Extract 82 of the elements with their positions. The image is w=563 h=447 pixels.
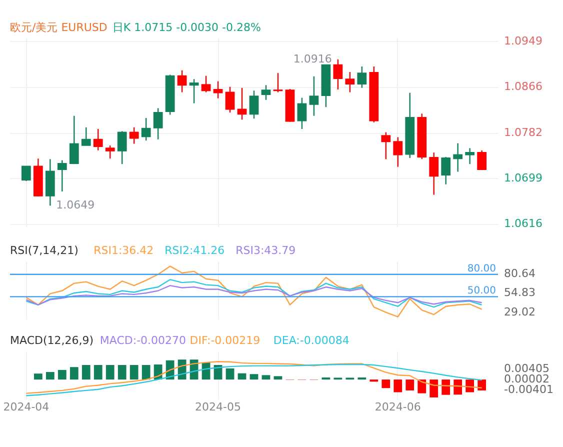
text: RSI3:43.79: [236, 244, 296, 257]
x-tick-label: 2024-04: [3, 400, 50, 414]
bar: [322, 377, 330, 380]
candlestick: [477, 150, 487, 171]
y-tick-label: 54.83: [504, 286, 536, 300]
text: RSI2:41.26: [164, 244, 225, 257]
series-label: DIF:-0.00219: [190, 334, 260, 347]
bar: [70, 367, 78, 380]
candlestick: [249, 90, 259, 120]
bar: [250, 374, 258, 380]
y-tick-label: 1.0699: [504, 171, 542, 184]
y-tick-label: -0.00401: [504, 382, 554, 396]
candlestick: [297, 97, 307, 130]
bar: [418, 380, 426, 394]
y-tick-label: 1.0866: [504, 80, 542, 93]
bar: [58, 370, 66, 380]
candlestick: [237, 87, 247, 120]
candlestick: [93, 128, 103, 151]
candlestick: [441, 156, 451, 185]
y-tick-label: 1.0782: [504, 126, 542, 139]
y-tick-label: 29.02: [504, 305, 536, 318]
candlestick: [225, 86, 235, 114]
bar: [238, 373, 246, 380]
chart-subtitle: 日K 1.0715 -0.0030 -0.28%: [112, 21, 261, 34]
series-label: DEA:-0.00084: [273, 334, 350, 347]
bar: [394, 380, 402, 392]
bar: [118, 365, 126, 380]
bar: [82, 365, 90, 380]
bar: [46, 372, 54, 380]
candlestick: [153, 108, 163, 140]
bar: [106, 365, 114, 380]
candlestick: [393, 136, 403, 168]
candlestick: [129, 126, 139, 144]
chart-title: RSI(7,14,21): [10, 244, 78, 257]
chart-title: MACD(12,26,9): [10, 334, 94, 347]
y-tick-label: 1.0949: [504, 34, 542, 48]
bar: [406, 380, 414, 390]
y-tick-label: 80.64: [504, 266, 536, 280]
candlestick: [117, 130, 127, 165]
candlestick: [381, 132, 391, 160]
bar: [358, 377, 366, 380]
candlestick: [357, 66, 367, 88]
bar: [466, 380, 474, 392]
ref-line-label: 80.00: [467, 263, 496, 274]
candlestick: [333, 58, 343, 90]
candlestick: [201, 75, 211, 93]
candlestick: [57, 160, 67, 192]
bar: [430, 380, 438, 398]
bar: [262, 375, 270, 380]
bar: [142, 365, 150, 380]
candlestick: [453, 142, 463, 172]
candlestick: [309, 76, 319, 116]
candlestick: [429, 152, 439, 196]
series-label: RSI1:36.42: [94, 244, 154, 257]
x-tick-label: 2024-06: [374, 400, 421, 414]
candlestick: [69, 115, 79, 165]
candlestick: [81, 126, 91, 146]
chart-title: 欧元/美元 EURUSD: [10, 21, 108, 34]
bar: [442, 380, 450, 395]
annotation: 1.0649: [56, 198, 95, 212]
y-tick-label: 1.0616: [504, 216, 542, 230]
candlestick: [141, 117, 151, 142]
candlestick: [21, 166, 31, 182]
bar: [382, 380, 390, 388]
candlestick: [345, 71, 355, 93]
annotation: 1.0916: [293, 52, 332, 66]
candlestick: [177, 70, 187, 93]
bar: [274, 376, 282, 380]
bar: [226, 368, 234, 380]
x-tick-label: 2024-05: [195, 400, 242, 414]
candlestick: [189, 78, 199, 104]
candlestick: [105, 144, 115, 160]
bar: [94, 365, 102, 380]
candlestick: [465, 148, 475, 165]
bar: [130, 365, 138, 380]
candlestick: [213, 80, 223, 99]
bar: [34, 374, 42, 380]
bar: [454, 380, 462, 395]
candlestick: [273, 72, 283, 93]
ref-line-label: 50.00: [467, 286, 496, 297]
series-label: MACD:-0.00270: [100, 334, 186, 347]
candlestick: [261, 84, 271, 101]
